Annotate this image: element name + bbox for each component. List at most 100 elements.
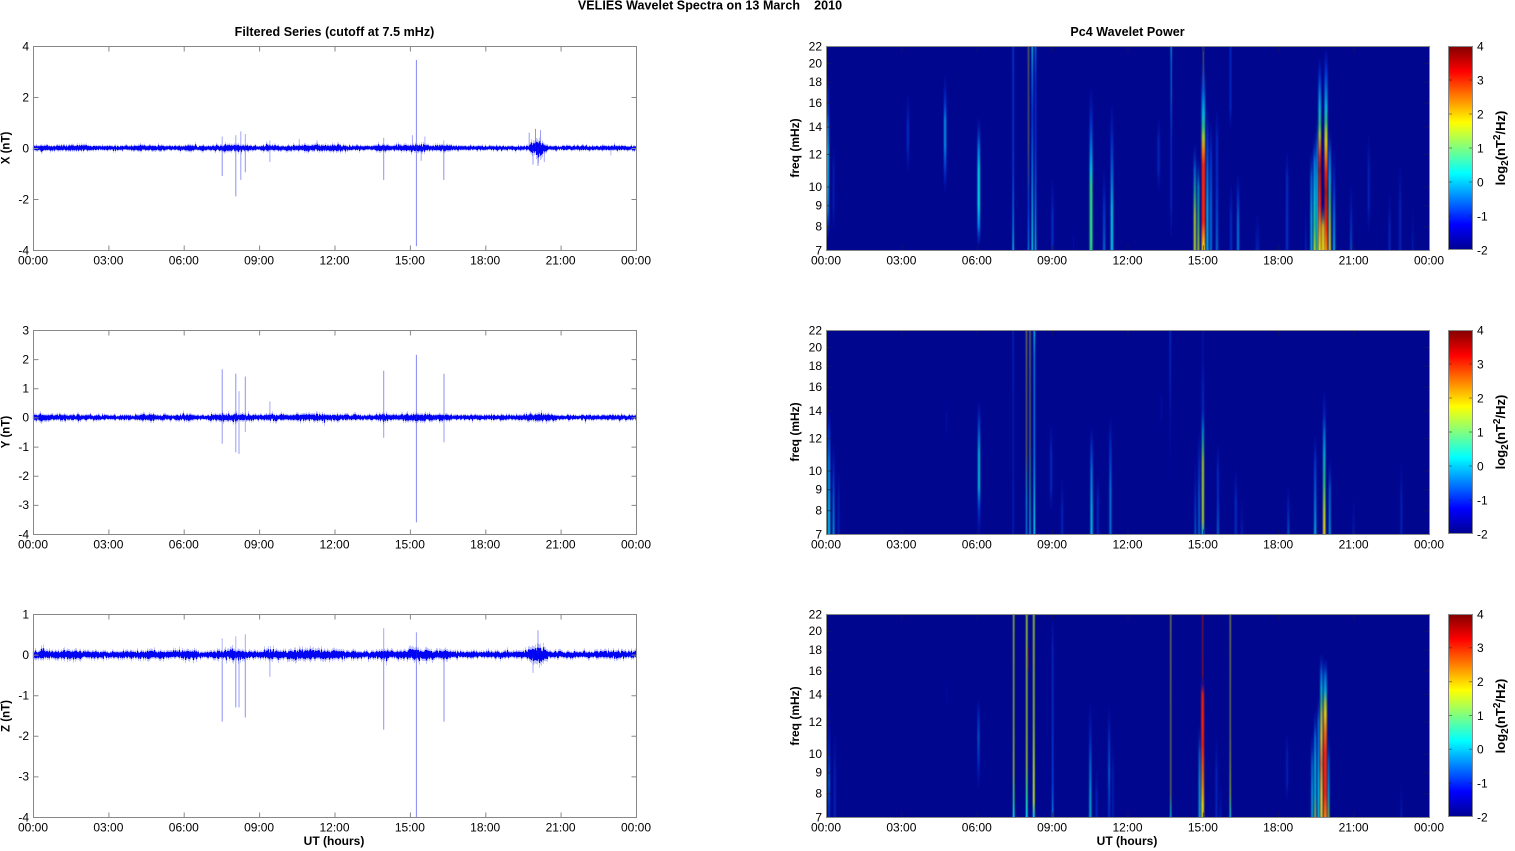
svg-text:12: 12: [809, 431, 823, 445]
svg-text:00:00: 00:00: [621, 253, 651, 267]
svg-text:3: 3: [1477, 357, 1484, 371]
svg-text:14: 14: [809, 687, 823, 701]
svg-text:06:00: 06:00: [962, 537, 992, 551]
svg-text:09:00: 09:00: [1037, 820, 1067, 834]
svg-text:Z (nT): Z (nT): [1, 700, 13, 732]
svg-text:UT (hours): UT (hours): [304, 834, 365, 848]
svg-text:18: 18: [809, 359, 823, 373]
svg-text:X (nT): X (nT): [1, 132, 13, 165]
svg-text:7: 7: [815, 243, 822, 257]
svg-text:03:00: 03:00: [93, 253, 123, 267]
svg-text:18: 18: [809, 75, 823, 89]
svg-text:10: 10: [809, 180, 823, 194]
svg-text:8: 8: [815, 220, 822, 234]
svg-text:00:00: 00:00: [811, 820, 841, 834]
svg-text:-2: -2: [1477, 243, 1488, 257]
svg-text:00:00: 00:00: [18, 253, 48, 267]
svg-text:21:00: 21:00: [546, 253, 576, 267]
svg-text:-4: -4: [18, 243, 29, 257]
svg-text:03:00: 03:00: [93, 820, 123, 834]
svg-text:00:00: 00:00: [811, 253, 841, 267]
svg-text:16: 16: [809, 380, 823, 394]
svg-text:2: 2: [1477, 391, 1484, 405]
svg-text:15:00: 15:00: [1188, 253, 1218, 267]
svg-text:00:00: 00:00: [1414, 820, 1444, 834]
svg-text:-1: -1: [18, 440, 29, 454]
svg-text:15:00: 15:00: [1188, 820, 1218, 834]
svg-text:18:00: 18:00: [1263, 820, 1293, 834]
svg-text:18: 18: [809, 643, 823, 657]
svg-text:Y (nT): Y (nT): [1, 416, 13, 449]
svg-text:00:00: 00:00: [621, 537, 651, 551]
svg-text:3: 3: [1477, 641, 1484, 655]
svg-text:3: 3: [22, 323, 29, 337]
svg-text:22: 22: [809, 607, 823, 621]
svg-text:14: 14: [809, 120, 823, 134]
svg-text:4: 4: [1477, 323, 1484, 337]
svg-text:0: 0: [22, 411, 29, 425]
svg-text:22: 22: [809, 323, 823, 337]
svg-text:06:00: 06:00: [962, 253, 992, 267]
svg-text:log2(nT2/Hz): log2(nT2/Hz): [1492, 395, 1511, 470]
svg-text:15:00: 15:00: [395, 820, 425, 834]
svg-text:-4: -4: [18, 527, 29, 541]
svg-text:4: 4: [1477, 39, 1484, 53]
svg-text:15:00: 15:00: [395, 253, 425, 267]
svg-text:0: 0: [1477, 459, 1484, 473]
svg-text:03:00: 03:00: [886, 253, 916, 267]
svg-text:09:00: 09:00: [244, 253, 274, 267]
svg-text:18:00: 18:00: [1263, 537, 1293, 551]
svg-text:-4: -4: [18, 810, 29, 824]
svg-text:09:00: 09:00: [1037, 253, 1067, 267]
svg-text:1: 1: [22, 382, 29, 396]
svg-text:-2: -2: [1477, 527, 1488, 541]
svg-text:22: 22: [809, 39, 823, 53]
svg-text:9: 9: [815, 483, 822, 497]
svg-text:1: 1: [1477, 709, 1484, 723]
svg-text:16: 16: [809, 664, 823, 678]
svg-text:0: 0: [22, 141, 29, 155]
svg-text:15:00: 15:00: [395, 537, 425, 551]
svg-text:09:00: 09:00: [1037, 537, 1067, 551]
svg-text:-2: -2: [1477, 810, 1488, 824]
svg-text:20: 20: [809, 340, 823, 354]
svg-text:15:00: 15:00: [1188, 537, 1218, 551]
svg-text:00:00: 00:00: [1414, 253, 1444, 267]
svg-text:7: 7: [815, 810, 822, 824]
svg-text:14: 14: [809, 404, 823, 418]
svg-text:2: 2: [22, 90, 29, 104]
svg-text:16: 16: [809, 96, 823, 110]
svg-text:-2: -2: [18, 729, 29, 743]
svg-text:09:00: 09:00: [244, 820, 274, 834]
svg-text:21:00: 21:00: [1339, 253, 1369, 267]
svg-text:12:00: 12:00: [1112, 253, 1142, 267]
svg-text:21:00: 21:00: [546, 820, 576, 834]
svg-text:-1: -1: [1477, 209, 1488, 223]
svg-text:-3: -3: [18, 770, 29, 784]
svg-text:09:00: 09:00: [244, 537, 274, 551]
svg-text:20: 20: [809, 624, 823, 638]
svg-text:03:00: 03:00: [93, 537, 123, 551]
svg-text:00:00: 00:00: [18, 537, 48, 551]
svg-text:7: 7: [815, 527, 822, 541]
svg-text:12:00: 12:00: [319, 253, 349, 267]
svg-text:12: 12: [809, 147, 823, 161]
svg-text:10: 10: [809, 747, 823, 761]
svg-text:06:00: 06:00: [169, 253, 199, 267]
svg-text:20: 20: [809, 56, 823, 70]
svg-text:freq (mHz): freq (mHz): [788, 686, 802, 745]
svg-text:-2: -2: [18, 469, 29, 483]
svg-text:9: 9: [815, 766, 822, 780]
svg-text:Filtered Series (cutoff at 7.5: Filtered Series (cutoff at 7.5 mHz): [235, 25, 435, 39]
svg-text:2: 2: [1477, 107, 1484, 121]
svg-text:1: 1: [1477, 141, 1484, 155]
svg-text:UT (hours): UT (hours): [1097, 834, 1158, 848]
svg-text:06:00: 06:00: [169, 537, 199, 551]
svg-text:-3: -3: [18, 498, 29, 512]
svg-text:10: 10: [809, 464, 823, 478]
svg-text:06:00: 06:00: [169, 820, 199, 834]
svg-text:4: 4: [22, 39, 29, 53]
svg-text:1: 1: [1477, 425, 1484, 439]
svg-text:00:00: 00:00: [621, 820, 651, 834]
svg-text:1: 1: [22, 607, 29, 621]
